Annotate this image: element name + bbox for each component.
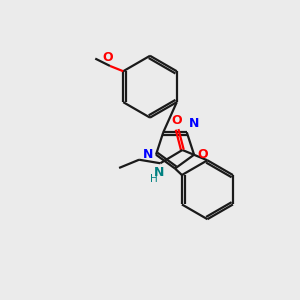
Text: N: N xyxy=(154,166,164,178)
Text: N: N xyxy=(143,148,153,161)
Text: N: N xyxy=(189,117,200,130)
Text: H: H xyxy=(150,174,158,184)
Text: O: O xyxy=(103,51,113,64)
Text: O: O xyxy=(197,148,208,161)
Text: O: O xyxy=(172,114,182,127)
